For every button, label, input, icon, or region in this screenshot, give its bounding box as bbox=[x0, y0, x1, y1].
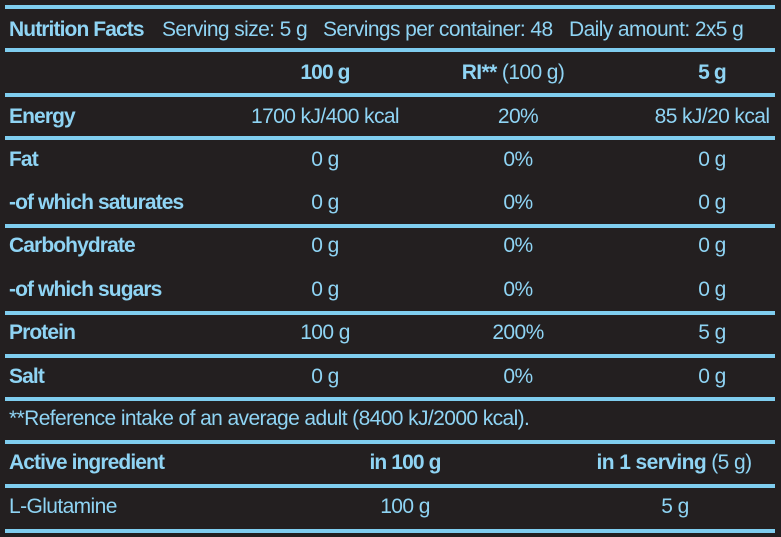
row-per100: 0 g bbox=[311, 191, 339, 214]
col-per-serving: 5 g bbox=[698, 61, 727, 84]
col-ri-bold: RI** bbox=[461, 61, 498, 84]
footnote: **Reference intake of an average adult (… bbox=[9, 407, 530, 430]
row-label: -of which sugars bbox=[9, 278, 162, 301]
row-per-serving: 5 g bbox=[698, 321, 726, 344]
row-per-serving: 0 g bbox=[698, 191, 726, 214]
ingredient-per-serving: 5 g bbox=[661, 495, 689, 518]
row-per100: 0 g bbox=[311, 278, 339, 301]
servings-per-container: Servings per container: 48 bbox=[323, 18, 553, 41]
col-per100: 100 g bbox=[300, 61, 350, 84]
title: Nutrition Facts bbox=[9, 18, 145, 41]
divider bbox=[5, 5, 775, 9]
divider bbox=[5, 354, 775, 358]
row-ri: 0% bbox=[503, 234, 533, 257]
row-per-serving: 0 g bbox=[698, 234, 726, 257]
divider bbox=[5, 397, 775, 401]
active-header-per-serving: in 1 serving (5 g) bbox=[596, 451, 753, 475]
divider bbox=[5, 93, 775, 97]
col-ri-rest: (100 g) bbox=[496, 61, 565, 84]
row-ri: 0% bbox=[503, 191, 533, 214]
serving-size: Serving size: 5 g bbox=[162, 18, 308, 41]
divider bbox=[5, 311, 775, 315]
row-label: Salt bbox=[9, 365, 45, 388]
row-label: -of which saturates bbox=[9, 191, 184, 214]
divider bbox=[5, 529, 775, 533]
ingredient-per100: 100 g bbox=[380, 495, 430, 518]
col-ri: RI** (100 g) bbox=[462, 61, 565, 85]
active-header-label: Active ingredient bbox=[9, 451, 165, 474]
row-ri: 0% bbox=[503, 148, 533, 171]
row-per100: 100 g bbox=[300, 321, 350, 344]
row-ri: 0% bbox=[503, 365, 533, 388]
row-ri: 20% bbox=[497, 105, 539, 128]
row-ri: 0% bbox=[503, 278, 533, 301]
divider bbox=[5, 440, 775, 444]
daily-amount: Daily amount: 2x5 g bbox=[569, 18, 744, 41]
row-per100: 0 g bbox=[311, 234, 339, 257]
row-per-serving: 85 kJ/20 kcal bbox=[654, 105, 770, 128]
row-per-serving: 0 g bbox=[698, 365, 726, 388]
row-per-serving: 0 g bbox=[698, 148, 726, 171]
row-per100: 1700 kJ/400 kcal bbox=[250, 105, 400, 128]
divider bbox=[5, 224, 775, 228]
divider bbox=[5, 136, 775, 140]
row-per-serving: 0 g bbox=[698, 278, 726, 301]
active-header-per-serving-bold: in 1 serving bbox=[596, 451, 707, 474]
divider bbox=[5, 484, 775, 488]
row-ri: 200% bbox=[492, 321, 544, 344]
row-label: Fat bbox=[9, 148, 39, 171]
row-label: Energy bbox=[9, 105, 76, 128]
divider bbox=[5, 48, 775, 52]
row-per100: 0 g bbox=[311, 365, 339, 388]
ingredient-label: L-Glutamine bbox=[9, 495, 117, 518]
row-label: Carbohydrate bbox=[9, 234, 136, 257]
active-header-per100: in 100 g bbox=[369, 451, 442, 474]
row-per100: 0 g bbox=[311, 148, 339, 171]
active-header-per-serving-rest: (5 g) bbox=[706, 451, 752, 474]
row-label: Protein bbox=[9, 321, 76, 344]
